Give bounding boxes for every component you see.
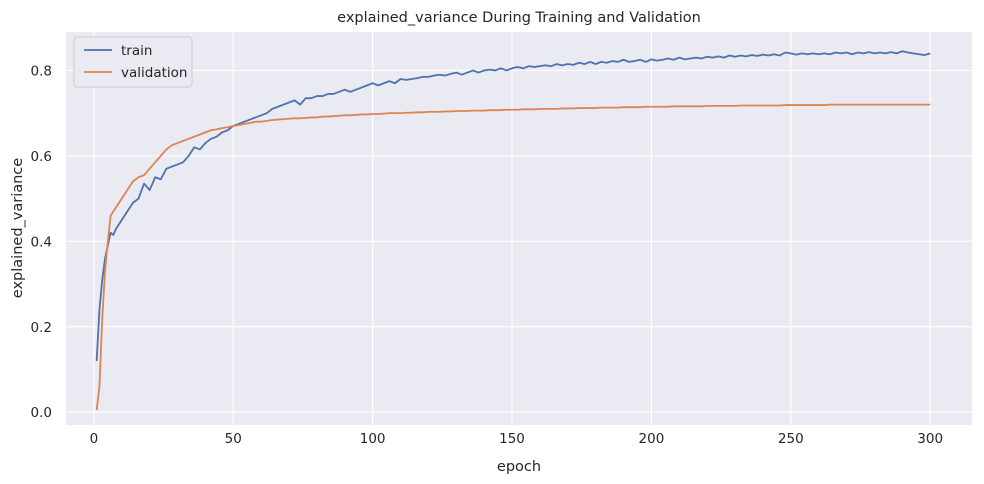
x-tick-label: 250	[778, 431, 804, 447]
legend-label-train: train	[121, 43, 152, 59]
y-axis-ticks: 0.0 0.2 0.4 0.6 0.8	[31, 63, 52, 421]
y-tick-label: 0.4	[31, 234, 52, 250]
y-tick-label: 0.6	[31, 149, 52, 165]
series-lines	[95, 50, 931, 411]
chart-title: explained_variance During Training and V…	[337, 10, 701, 26]
series-line-train	[95, 50, 931, 361]
x-tick-label: 200	[639, 431, 665, 447]
y-tick-label: 0.2	[31, 320, 52, 336]
x-tick-label: 0	[90, 431, 99, 447]
legend-label-validation: validation	[121, 65, 187, 81]
x-tick-label: 300	[917, 431, 943, 447]
y-tick-label: 0.0	[31, 405, 52, 421]
x-axis-label: epoch	[497, 459, 541, 475]
x-tick-label: 50	[225, 431, 242, 447]
legend: train validation	[73, 36, 193, 88]
x-axis-ticks: 0 50 100 150 200 250 300	[90, 431, 943, 447]
x-tick-label: 150	[499, 431, 525, 447]
plot-area	[66, 32, 972, 425]
y-axis-label: explained_variance	[10, 158, 26, 298]
y-tick-label: 0.8	[31, 63, 52, 79]
x-tick-label: 100	[360, 431, 386, 447]
series-line-validation	[95, 103, 931, 411]
grid	[66, 32, 972, 425]
